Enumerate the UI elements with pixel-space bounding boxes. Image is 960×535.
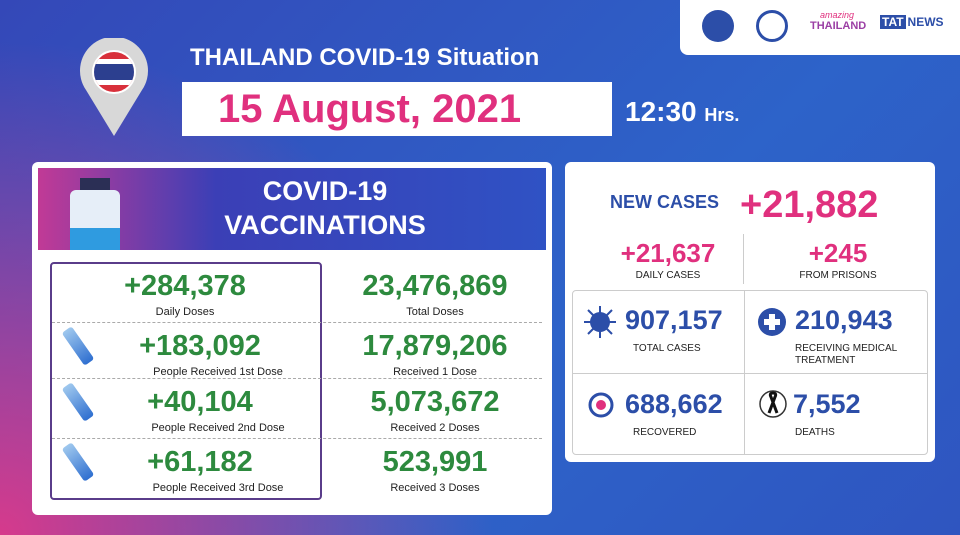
daily-cases-value: +21,637 xyxy=(620,238,716,268)
vaccination-header: COVID-19 VACCINATIONS xyxy=(38,168,546,250)
stat-label: RECOVERED xyxy=(633,427,697,438)
vaccination-title: COVID-19 xyxy=(262,176,388,206)
prisons-label: FROM PRISONS xyxy=(799,270,877,281)
dose-label: Daily Doses xyxy=(155,306,215,318)
cases-card: NEW CASES +21,882 +21,637 DAILY CASES +2… xyxy=(565,162,935,462)
stat-value: 907,157 xyxy=(625,305,723,335)
total-label: Received 3 Doses xyxy=(390,482,480,494)
stat-label: DEATHS xyxy=(795,427,835,438)
time-value: 12:30 xyxy=(625,96,697,127)
ribbon-icon xyxy=(759,390,787,418)
recovered-icon xyxy=(588,392,614,418)
dose-value: +61,182 xyxy=(147,446,253,478)
logo-text: TAT xyxy=(880,15,906,29)
vaccination-title: VACCINATIONS xyxy=(224,210,426,240)
row-divider xyxy=(52,438,542,439)
new-cases-value: +21,882 xyxy=(740,184,879,226)
dose-label: People Received 2nd Dose xyxy=(151,422,285,434)
dose-label: People Received 1st Dose xyxy=(153,366,283,378)
total-label: Received 2 Doses xyxy=(390,422,480,434)
total-label: Received 1 Dose xyxy=(393,366,477,378)
stat-label: TOTAL CASES xyxy=(633,343,701,354)
logo-text: amazing xyxy=(820,10,855,20)
date-box: 15 August, 2021 xyxy=(182,82,612,136)
title: THAILAND COVID-19 Situation xyxy=(190,44,540,71)
daily-cases-label: DAILY CASES xyxy=(635,270,701,281)
vaccination-card: COVID-19 VACCINATIONS +284,378 Daily Dose… xyxy=(32,162,552,515)
logo-text: THAILAND xyxy=(810,20,867,32)
stat-value: 7,552 xyxy=(793,389,861,419)
total-value: 23,476,869 xyxy=(362,270,508,302)
highlight-box xyxy=(50,262,322,500)
time-unit: Hrs. xyxy=(704,105,740,125)
stat-value: 210,943 xyxy=(795,305,893,335)
total-value: 17,879,206 xyxy=(362,330,508,362)
total-value: 523,991 xyxy=(382,446,488,478)
logo-text: NEWS xyxy=(907,15,944,29)
prisons-value: +245 xyxy=(808,238,868,268)
new-cases-label: NEW CASES xyxy=(610,192,720,212)
virus-icon xyxy=(584,306,616,338)
divider xyxy=(744,291,745,454)
total-label: Total Doses xyxy=(406,306,464,318)
dose-label: People Received 3rd Dose xyxy=(152,482,284,494)
stats-box: 907,157 TOTAL CASES 210,943 RECEIVING MEDIC… xyxy=(572,290,928,455)
logo: TAT NEWS xyxy=(880,15,944,29)
flag-pin xyxy=(80,38,148,136)
medical-icon xyxy=(758,308,786,336)
bottle-icon xyxy=(70,178,120,250)
dose-value: +183,092 xyxy=(139,330,261,362)
stat-label: RECEIVING MEDICAL TREATMENT xyxy=(795,343,897,366)
stat-value: 688,662 xyxy=(625,389,723,419)
row-divider xyxy=(52,322,542,323)
divider xyxy=(743,234,744,284)
dose-value: +40,104 xyxy=(147,386,253,418)
dose-value: +284,378 xyxy=(124,270,246,302)
row-divider xyxy=(52,378,542,379)
date: 15 August, 2021 xyxy=(218,87,522,131)
time: 12:30 Hrs. xyxy=(625,96,739,128)
total-value: 5,073,672 xyxy=(370,386,500,418)
divider xyxy=(573,373,927,374)
logo-bar: amazing THAILAND TAT NEWS xyxy=(680,0,960,55)
logo xyxy=(756,10,788,42)
logo xyxy=(702,10,734,42)
